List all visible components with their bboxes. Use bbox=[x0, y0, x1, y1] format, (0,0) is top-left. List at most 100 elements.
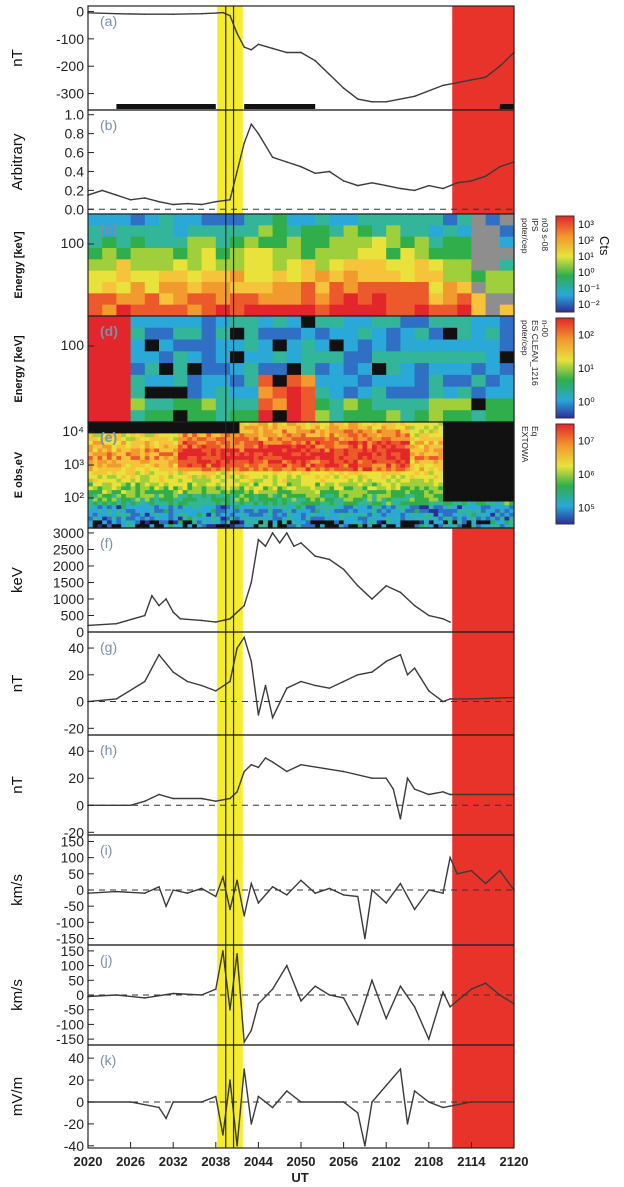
spectrogram-cell bbox=[504, 475, 510, 480]
spectrogram-cell bbox=[177, 516, 184, 522]
spectrogram-cell bbox=[315, 374, 330, 388]
spectrogram-cell bbox=[173, 363, 188, 376]
spectrogram-cell bbox=[121, 516, 127, 522]
spectrogram-cell bbox=[144, 422, 151, 427]
spectrogram-cell bbox=[504, 429, 510, 434]
spectrogram-cell bbox=[428, 429, 435, 434]
data-point bbox=[470, 793, 473, 796]
spectrogram-cell bbox=[201, 516, 207, 522]
spectrogram-cell bbox=[230, 422, 236, 427]
data-point bbox=[449, 1005, 451, 1008]
spectrogram-cell bbox=[286, 516, 293, 522]
data-point bbox=[385, 100, 388, 103]
spectrogram-cell bbox=[471, 327, 487, 341]
spectrogram-cell bbox=[457, 467, 463, 472]
spectrogram-cell bbox=[504, 467, 510, 472]
spectrogram-cell bbox=[168, 437, 174, 442]
spectrogram-cell bbox=[424, 433, 430, 438]
spectrogram-cell bbox=[329, 475, 335, 480]
spectrogram-cell bbox=[211, 440, 217, 446]
data-point bbox=[215, 895, 217, 898]
spectrogram-cell bbox=[357, 422, 364, 427]
spectrogram-cell bbox=[173, 493, 179, 499]
spectrogram-cell bbox=[196, 493, 203, 499]
spectrogram-cell bbox=[196, 456, 203, 461]
spectrogram-cell bbox=[319, 467, 326, 472]
spectrogram-cell bbox=[267, 512, 274, 518]
spectrogram-cell bbox=[457, 463, 463, 469]
spectrogram-cell bbox=[182, 493, 188, 499]
data-point bbox=[428, 184, 430, 187]
spectrogram-cell bbox=[163, 452, 170, 457]
spectrogram-cell bbox=[97, 482, 103, 487]
data-point bbox=[250, 763, 253, 766]
spectrogram-cell bbox=[125, 444, 132, 450]
spectrogram-cell bbox=[386, 471, 392, 476]
spectrogram-cell bbox=[116, 505, 122, 510]
spectrogram-cell bbox=[248, 459, 255, 465]
spectrogram-cell bbox=[315, 475, 321, 480]
spectrogram-cell bbox=[362, 456, 368, 461]
spectrogram-cell bbox=[357, 398, 373, 411]
spectrogram-cell bbox=[376, 456, 383, 461]
spectrogram-cell bbox=[324, 512, 330, 518]
spectrogram-cell bbox=[125, 471, 132, 476]
spectrogram-cell bbox=[121, 524, 127, 529]
spectrogram-cell bbox=[329, 282, 345, 294]
spectrogram-cell bbox=[353, 524, 359, 529]
y-tick-label: 10² bbox=[64, 489, 85, 505]
spectrogram-cell bbox=[376, 463, 383, 469]
spectrogram-cell bbox=[102, 490, 108, 495]
spectrogram-cell bbox=[282, 433, 288, 438]
spectrogram-cell bbox=[177, 524, 184, 529]
y-tick-label: 0 bbox=[76, 1094, 84, 1110]
spectrogram-cell bbox=[310, 520, 316, 525]
spectrogram-cell bbox=[135, 475, 141, 480]
spectrogram-cell bbox=[376, 482, 383, 487]
spectrogram-cell bbox=[225, 459, 231, 465]
data-point bbox=[151, 594, 153, 597]
spectrogram-cell bbox=[400, 327, 416, 341]
spectrogram-cell bbox=[159, 509, 165, 514]
spectrogram-cell bbox=[315, 482, 321, 487]
spectrogram-cell bbox=[376, 493, 383, 499]
spectrogram-cell bbox=[225, 475, 231, 480]
spectrogram-cell bbox=[485, 471, 491, 476]
spectrogram-cell bbox=[367, 493, 373, 499]
spectrogram-cell bbox=[267, 520, 274, 525]
spectrogram-cell bbox=[116, 327, 132, 341]
spectrogram-cell bbox=[230, 505, 236, 510]
spectrogram-cell bbox=[272, 422, 278, 427]
spectrogram-cell bbox=[301, 475, 307, 480]
instrument-label: IPS bbox=[530, 218, 540, 232]
spectrogram-cell bbox=[286, 429, 293, 434]
spectrogram-cell bbox=[405, 505, 411, 510]
spectrogram-cell bbox=[400, 444, 406, 450]
spectrogram-cell bbox=[282, 440, 288, 446]
spectrogram-cell bbox=[443, 437, 449, 442]
spectrogram-cell bbox=[357, 512, 364, 518]
spectrogram-cell bbox=[125, 524, 132, 529]
spectrogram-cell bbox=[386, 386, 401, 400]
spectrogram-cell bbox=[291, 493, 297, 499]
spectrogram-cell bbox=[277, 429, 283, 434]
spectrogram-cell bbox=[400, 493, 406, 499]
spectrogram-cell bbox=[125, 512, 132, 518]
spectrogram-cell bbox=[116, 304, 132, 317]
spectrogram-cell bbox=[154, 509, 160, 514]
spectrogram-cell bbox=[125, 437, 132, 442]
spectrogram-cell bbox=[443, 422, 449, 427]
spectrogram-cell bbox=[258, 497, 264, 503]
spectrogram-cell bbox=[88, 293, 103, 306]
spectrogram-cell bbox=[480, 422, 487, 427]
spectrogram-cell bbox=[92, 501, 99, 506]
spectrogram-cell bbox=[130, 448, 136, 453]
spectrogram-cell bbox=[400, 475, 406, 480]
spectrogram-cell bbox=[111, 478, 117, 484]
spectrogram-cell bbox=[187, 440, 193, 446]
spectrogram-cell bbox=[258, 509, 264, 514]
spectrogram-cell bbox=[357, 490, 364, 495]
spectrogram-cell bbox=[92, 448, 99, 453]
spectrogram-cell bbox=[362, 493, 368, 499]
spectrogram-cell bbox=[419, 422, 425, 427]
